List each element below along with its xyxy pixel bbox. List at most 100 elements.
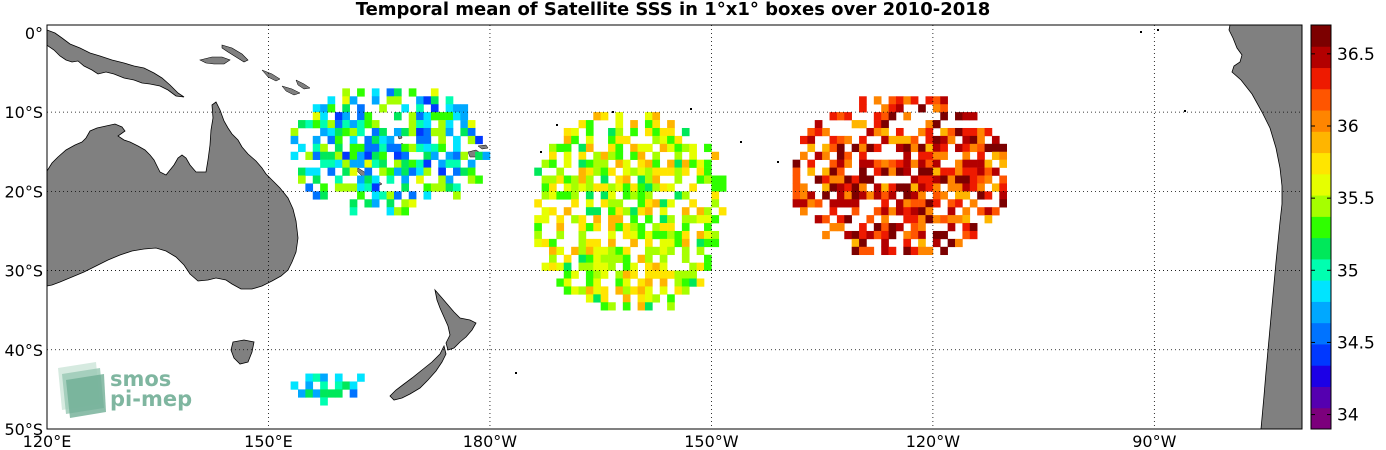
sss-pixel [312, 120, 321, 129]
sss-pixel [681, 215, 690, 224]
sss-pixel [991, 135, 1000, 145]
sss-pixel [615, 112, 624, 121]
sss-pixel [438, 167, 446, 176]
sss-pixel [888, 183, 897, 192]
sss-pixel [704, 207, 712, 216]
sss-pixel [644, 207, 653, 216]
sss-pixel [667, 294, 675, 303]
sss-pixel [593, 159, 601, 168]
sss-pixel [556, 167, 565, 176]
sss-pixel [696, 278, 705, 287]
sss-pixel [622, 302, 631, 311]
sss-pixel [888, 96, 897, 105]
sss-pixel [681, 223, 690, 232]
sss-pixel [453, 159, 461, 168]
sss-pixel [962, 191, 971, 200]
sss-pixel [578, 143, 587, 153]
sss-pixel [423, 96, 432, 105]
sss-pixel [800, 191, 808, 200]
sss-pixel [563, 143, 572, 153]
sss-pixel [674, 143, 683, 153]
sss-pixel [932, 167, 941, 176]
sss-pixel [379, 104, 387, 113]
sss-pixel [445, 151, 454, 160]
sss-pixel [563, 254, 572, 263]
sss-pixel [969, 127, 978, 137]
sss-pixel [888, 223, 897, 232]
sss-pixel [364, 112, 373, 121]
sss-pixel [393, 159, 402, 168]
sss-pixel [534, 167, 542, 176]
y-tick-label: 10°S [4, 103, 43, 122]
sss-pixel [563, 183, 572, 192]
sss-pixel [895, 167, 904, 176]
sss-pixel [940, 96, 948, 105]
sss-pixel [334, 159, 343, 168]
colorbar-swatch [1311, 301, 1331, 324]
sss-pixel [674, 230, 683, 240]
sss-pixel [999, 151, 1007, 160]
sss-pixel [312, 135, 321, 145]
sss-pixel [925, 127, 934, 137]
sss-pixel [320, 381, 328, 390]
sss-pixel [327, 159, 336, 168]
sss-pixel [320, 127, 328, 137]
sss-pixel [342, 159, 350, 168]
sss-pixel [585, 191, 594, 200]
sss-pixel [379, 143, 387, 153]
sss-pixel [571, 246, 579, 256]
sss-pixel [836, 135, 845, 145]
sss-pixel [637, 143, 646, 153]
sss-pixel [615, 278, 624, 287]
sss-pixel [659, 286, 668, 295]
y-tick-label: 50°S [4, 420, 43, 439]
sss-pixel [844, 199, 852, 208]
sss-pixel [851, 207, 860, 216]
sss-pixel [475, 151, 483, 160]
sss-pixel [681, 191, 690, 200]
sss-pixel [851, 246, 860, 256]
colorbar-tick-label: 35 [1337, 261, 1359, 281]
sss-pixel [696, 238, 705, 248]
sss-pixel [357, 191, 365, 200]
sss-pixel [357, 143, 365, 153]
sss-pixel [608, 262, 616, 271]
sss-pixel [844, 215, 852, 224]
sss-pixel [674, 135, 683, 145]
sss-pixel [667, 223, 675, 232]
sss-pixel [969, 135, 978, 145]
sss-pixel [991, 207, 1000, 216]
sss-pixel [873, 120, 882, 129]
colorbar-swatch [1311, 322, 1331, 345]
map-frame [46, 24, 1303, 430]
colorbar-swatch [1311, 237, 1331, 260]
sss-pixel [571, 270, 579, 279]
sss-pixel [600, 302, 609, 311]
sss-pixel [962, 143, 971, 153]
sss-pixel [844, 175, 852, 184]
sss-pixel [903, 230, 912, 240]
sss-pixel [622, 294, 631, 303]
sss-pixel [644, 183, 653, 192]
sss-pixel [800, 183, 808, 192]
sss-pixel [342, 183, 350, 192]
sss-pixel [290, 127, 299, 137]
sss-pixel [807, 191, 816, 200]
sss-pixel [334, 127, 343, 137]
sss-pixel [320, 112, 328, 121]
sss-pixel [327, 96, 336, 105]
sss-pixel [925, 120, 934, 129]
land-new-britain [199, 56, 231, 65]
sss-pixel [630, 207, 638, 216]
sss-pixel [822, 230, 830, 240]
sss-pixel [556, 215, 565, 224]
sss-pixel [859, 167, 867, 176]
sss-pixel [718, 175, 727, 184]
sss-pixel [667, 159, 675, 168]
sss-pixel [357, 88, 365, 97]
sss-pixel [342, 381, 350, 390]
sss-pixel [630, 230, 638, 240]
sss-pixel [549, 207, 557, 216]
sss-pixel [364, 120, 373, 129]
sss-pixel [460, 151, 469, 160]
